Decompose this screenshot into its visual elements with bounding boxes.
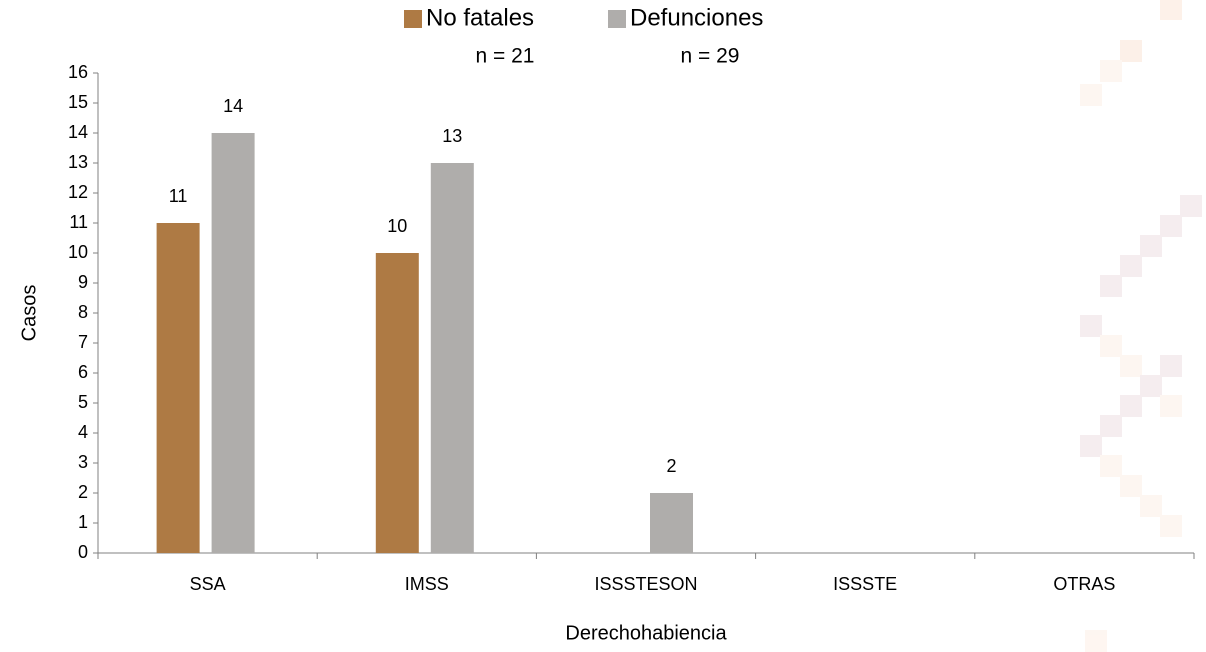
y-tick-label: 16 xyxy=(68,62,88,82)
y-tick-label: 0 xyxy=(78,542,88,562)
data-label: 14 xyxy=(223,96,243,116)
series-note: n = 21 xyxy=(476,45,535,68)
y-axis-title: Casos xyxy=(18,285,40,342)
data-label: 11 xyxy=(169,186,188,206)
y-tick-label: 13 xyxy=(68,152,88,172)
legend-swatch xyxy=(404,10,422,28)
bar xyxy=(156,223,200,553)
data-label: 10 xyxy=(387,216,407,236)
x-tick-label: ISSSTE xyxy=(833,574,897,594)
y-tick-label: 6 xyxy=(78,362,88,382)
y-tick-label: 3 xyxy=(78,452,88,472)
y-tick-label: 14 xyxy=(68,122,88,142)
bar xyxy=(375,253,419,553)
y-tick-label: 4 xyxy=(78,422,88,442)
legend-swatch xyxy=(608,10,626,28)
y-tick-label: 2 xyxy=(78,482,88,502)
y-tick-label: 11 xyxy=(69,212,88,232)
x-tick-label: IMSS xyxy=(405,574,449,594)
y-tick-label: 7 xyxy=(78,332,88,352)
x-tick-label: ISSSTESON xyxy=(594,574,697,594)
data-label: 13 xyxy=(442,126,462,146)
decoration xyxy=(1080,0,1202,652)
bar xyxy=(430,163,474,553)
y-tick-label: 12 xyxy=(68,182,88,202)
legend-label: Defunciones xyxy=(630,4,763,31)
bar xyxy=(650,493,693,553)
x-tick-label: SSA xyxy=(190,574,226,594)
data-label: 2 xyxy=(666,456,676,476)
y-tick-label: 1 xyxy=(78,512,88,532)
y-tick-label: 15 xyxy=(68,92,88,112)
series-note: n = 29 xyxy=(681,45,740,68)
y-tick-label: 9 xyxy=(78,272,88,292)
bar xyxy=(211,133,255,553)
x-axis-title: Derechohabiencia xyxy=(565,622,727,644)
y-tick-label: 10 xyxy=(68,242,88,262)
y-tick-label: 5 xyxy=(78,392,88,412)
x-tick-label: OTRAS xyxy=(1053,574,1115,594)
legend-label: No fatales xyxy=(426,4,534,31)
y-tick-label: 8 xyxy=(78,302,88,322)
